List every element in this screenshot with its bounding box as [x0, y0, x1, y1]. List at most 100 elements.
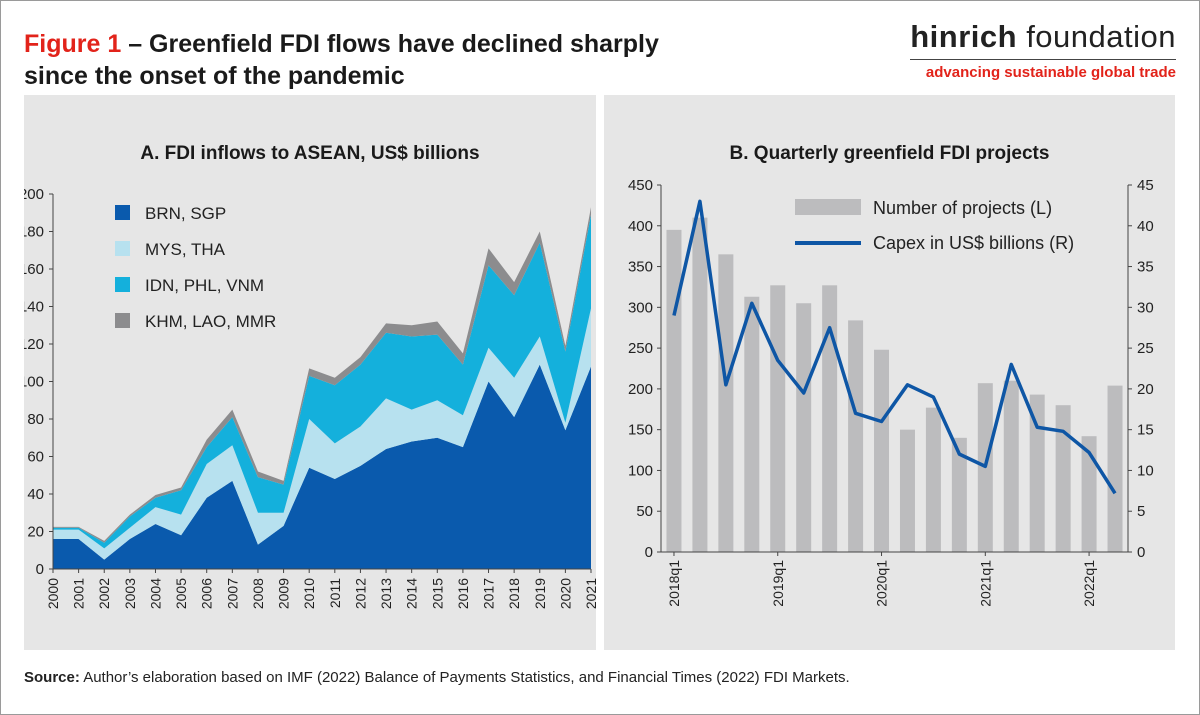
- legend-label: BRN, SGP: [145, 204, 226, 223]
- x-tick-label: 2011: [327, 578, 343, 608]
- bar: [822, 285, 838, 552]
- legend-label: KHM, LAO, MMR: [145, 312, 276, 331]
- bar: [1029, 394, 1045, 552]
- x-tick-label: 2010: [301, 578, 317, 609]
- panel-b: B. Quarterly greenfield FDI projects 0 50…: [604, 95, 1175, 650]
- y-tick-label: 200: [24, 186, 44, 203]
- x-tick-label: 2020q1: [874, 560, 890, 607]
- left-y-tick-label: 450: [628, 177, 653, 194]
- right-y-tick-label: 40: [1137, 218, 1154, 235]
- x-tick-label: 2002: [96, 578, 112, 609]
- right-y-tick-label: 5: [1137, 503, 1145, 520]
- y-tick-label: 120: [24, 336, 44, 353]
- bar: [899, 429, 915, 552]
- x-tick-label: 2006: [199, 578, 215, 609]
- bar: [666, 229, 682, 552]
- left-y-tick-label: 400: [628, 218, 653, 235]
- x-tick-label: 2013: [378, 578, 394, 609]
- left-y-tick-label: 100: [628, 462, 653, 479]
- bar: [1081, 436, 1097, 552]
- x-tick-label: 2000: [45, 578, 61, 609]
- bar: [744, 296, 760, 552]
- area-series-mys-tha: [53, 308, 591, 560]
- legend-swatch: [115, 313, 130, 328]
- bar: [718, 254, 734, 553]
- source-note: Source: Author’s elaboration based on IM…: [24, 669, 850, 686]
- x-tick-label: 2022q1: [1081, 560, 1097, 607]
- x-tick-label: 2007: [224, 578, 240, 609]
- figure-title: Figure 1 – Greenfield FDI flows have dec…: [24, 28, 659, 92]
- x-tick-label: 2019: [532, 578, 548, 609]
- bar: [1107, 385, 1123, 552]
- x-tick-label: 2004: [147, 578, 163, 609]
- brand-name-rest: foundation: [1017, 19, 1176, 54]
- x-tick-label: 2015: [429, 578, 445, 609]
- panel-a-title: A. FDI inflows to ASEAN, US$ billions: [140, 143, 480, 164]
- x-tick-label: 2021: [583, 578, 596, 609]
- right-y-tick-label: 30: [1137, 299, 1154, 316]
- chart-a-fdi-inflows: 0 20 40 60 80 100 120 140 160 180 200 2000 2001 2002 2…: [24, 186, 596, 609]
- x-tick-label: 2009: [276, 578, 292, 609]
- legend-label-bars: Number of projects (L): [873, 198, 1052, 218]
- legend-swatch: [115, 205, 130, 220]
- left-y-tick-label: 250: [628, 340, 653, 357]
- legend-swatch-bars: [795, 199, 861, 215]
- legend-label: IDN, PHL, VNM: [145, 276, 264, 295]
- x-tick-label: 2018: [506, 578, 522, 609]
- area-series-khm-lao-mmr: [53, 207, 591, 543]
- right-y-tick-label: 35: [1137, 259, 1154, 276]
- figure-number: Figure 1: [24, 30, 122, 58]
- left-y-tick-label: 50: [636, 503, 653, 520]
- source-label: Source:: [24, 669, 80, 686]
- x-tick-label: 2017: [481, 578, 497, 609]
- source-text: Author’s elaboration based on IMF (2022)…: [79, 669, 850, 686]
- y-tick-label: 20: [27, 524, 44, 541]
- y-tick-label: 100: [24, 374, 44, 391]
- left-y-tick-label: 200: [628, 381, 653, 398]
- x-tick-label: 2001: [71, 578, 87, 609]
- brand-name: hinrich foundation: [910, 18, 1176, 56]
- bar: [796, 303, 812, 552]
- panel-b-title: B. Quarterly greenfield FDI projects: [729, 143, 1050, 164]
- right-y-tick-label: 20: [1137, 381, 1154, 398]
- legend-label-line: Capex in US$ billions (R): [873, 233, 1074, 253]
- right-y-tick-label: 0: [1137, 544, 1145, 561]
- bar: [925, 407, 941, 552]
- bar: [874, 349, 890, 552]
- brand-logo: hinrich foundation advancing sustainable…: [910, 18, 1176, 81]
- y-tick-label: 140: [24, 299, 44, 316]
- capex-line: [672, 199, 1117, 495]
- right-y-tick-label: 45: [1137, 177, 1154, 194]
- x-tick-label: 2008: [250, 578, 266, 609]
- x-tick-label: 2018q1: [666, 560, 682, 607]
- bar: [692, 217, 708, 552]
- brand-tagline: advancing sustainable global trade: [925, 64, 1176, 81]
- bar: [951, 437, 967, 552]
- area-series-idn-phl-vnm: [53, 214, 591, 549]
- legend-label: MYS, THA: [145, 240, 226, 259]
- x-tick-label: 2020: [557, 578, 573, 609]
- x-tick-label: 2014: [404, 578, 420, 609]
- y-tick-label: 0: [36, 561, 44, 578]
- y-tick-label: 160: [24, 261, 44, 278]
- bar: [848, 320, 864, 552]
- x-tick-label: 2016: [455, 578, 471, 609]
- right-y-tick-label: 15: [1137, 422, 1154, 439]
- left-y-tick-label: 300: [628, 299, 653, 316]
- left-y-tick-label: 150: [628, 422, 653, 439]
- brand-divider: [910, 59, 1176, 60]
- bar: [1003, 380, 1019, 552]
- x-tick-label: 2019q1: [770, 560, 786, 607]
- legend-swatch: [115, 277, 130, 292]
- area-series-brn-sgp: [53, 364, 591, 569]
- legend-swatch: [115, 241, 130, 256]
- figure-title-text: – Greenfield FDI flows have declined sha…: [121, 30, 659, 58]
- left-y-tick-label: 350: [628, 259, 653, 276]
- bar: [770, 285, 786, 552]
- y-tick-label: 40: [27, 486, 44, 503]
- figure-title-line2: since the onset of the pandemic: [24, 62, 405, 90]
- x-tick-label: 2003: [122, 578, 138, 609]
- x-tick-label: 2005: [173, 578, 189, 609]
- y-tick-label: 60: [27, 449, 44, 466]
